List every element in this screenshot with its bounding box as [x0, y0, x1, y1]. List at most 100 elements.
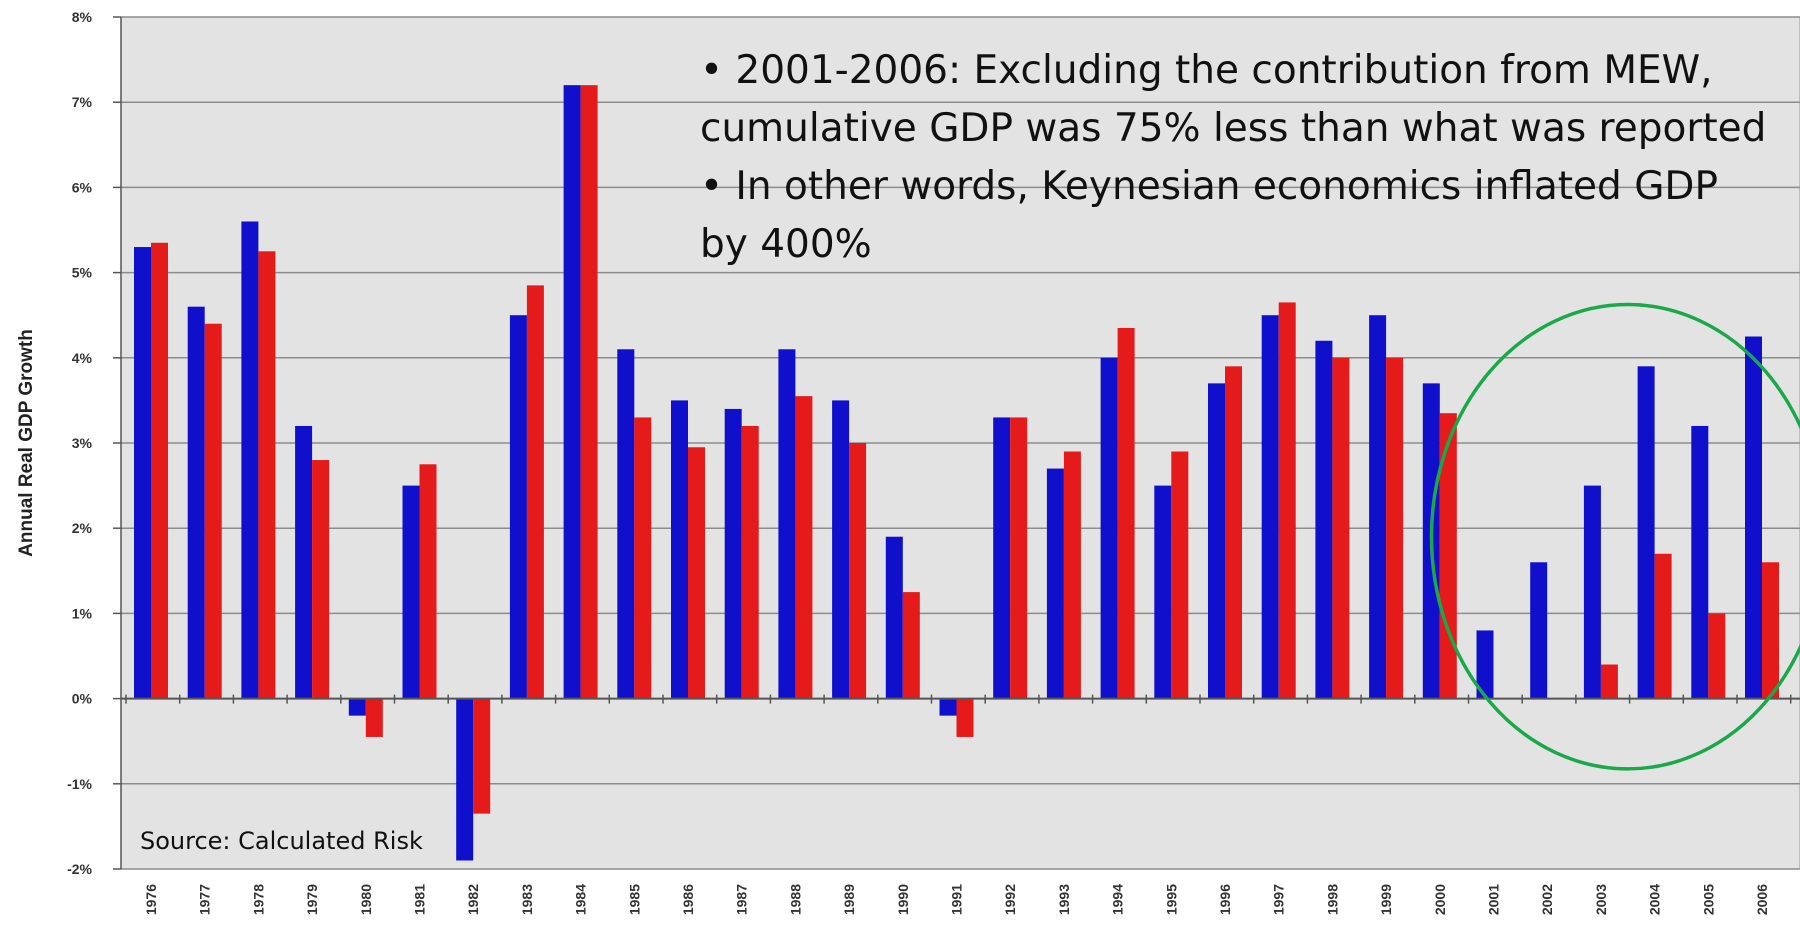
y-tick-label: 5% — [72, 265, 93, 281]
bar-1999-s2 — [1386, 357, 1404, 699]
bar-1980-s1 — [348, 698, 366, 716]
y-tick-label: 4% — [72, 350, 93, 366]
bar-1995-s1 — [1154, 485, 1172, 699]
y-tick-label: 0% — [72, 691, 93, 707]
bar-1993-s1 — [1046, 468, 1064, 699]
x-tick-label: 1987 — [734, 884, 750, 915]
bar-1982-s2 — [473, 698, 491, 814]
bar-2002-s1 — [1530, 562, 1548, 699]
x-tick-label: 2003 — [1593, 884, 1609, 915]
bar-1988-s1 — [778, 349, 796, 699]
bar-2005-s2 — [1708, 613, 1726, 699]
bar-1985-s1 — [617, 349, 635, 699]
bar-1991-s1 — [939, 698, 957, 716]
bar-1991-s2 — [956, 698, 974, 737]
bar-2006-s2 — [1762, 562, 1779, 699]
bar-1997-s1 — [1261, 315, 1279, 699]
y-tick-label: -1% — [67, 776, 92, 792]
bar-1988-s2 — [795, 396, 813, 699]
y-tick-label: 7% — [72, 94, 93, 110]
bar-1987-s1 — [724, 408, 742, 699]
annotation-line-2: cumulative GDP was 75% less than what wa… — [700, 106, 1767, 151]
bar-1997-s2 — [1278, 302, 1296, 699]
x-tick-label: 1979 — [304, 884, 320, 915]
y-tick-labels: -2% -1% 0% 1% 2% 3% 4% 5% 6% 7% 8% — [67, 9, 92, 877]
x-tick-labels: 1976 1977 1978 1979 1980 1981 1982 1983 1984 1985… — [143, 884, 1770, 915]
bar-1984-s2 — [580, 85, 598, 699]
x-tick-label: 2006 — [1754, 884, 1770, 915]
bar-1990-s1 — [885, 536, 903, 699]
x-tick-label: 1994 — [1110, 884, 1126, 915]
bar-1984-s1 — [563, 85, 581, 699]
x-tick-label: 1992 — [1002, 884, 1018, 915]
bar-1998-s2 — [1332, 357, 1350, 699]
bar-2004-s2 — [1654, 553, 1672, 699]
bars — [134, 85, 1779, 861]
annotation-line-4: by 400% — [700, 222, 872, 267]
bar-2003-s2 — [1600, 664, 1618, 699]
bar-1994-s2 — [1117, 327, 1135, 699]
bar-1996-s2 — [1225, 366, 1242, 699]
source-note: Source: Calculated Risk — [140, 827, 423, 855]
x-tick-label: 1995 — [1163, 884, 1179, 915]
y-tick-label: 3% — [72, 435, 93, 451]
x-tick-label: 1984 — [573, 884, 589, 915]
bar-1987-s2 — [741, 425, 759, 699]
y-tick-label: 6% — [72, 179, 93, 195]
x-tick-label: 1977 — [197, 884, 213, 915]
bar-1983-s1 — [509, 315, 527, 699]
bar-1979-s2 — [312, 460, 330, 699]
bar-2001-s1 — [1476, 630, 1494, 699]
bar-1995-s2 — [1171, 451, 1189, 699]
bar-1996-s1 — [1208, 383, 1225, 699]
x-tick-label: 1978 — [250, 884, 266, 915]
x-tick-label: 1999 — [1378, 884, 1394, 915]
bar-1980-s2 — [365, 698, 383, 737]
x-tick-label: 1997 — [1271, 884, 1287, 915]
x-tick-label: 1983 — [519, 884, 535, 915]
bar-2000-s2 — [1439, 413, 1457, 699]
bar-1981-s2 — [419, 464, 437, 699]
bar-1989-s1 — [832, 400, 850, 699]
x-tick-label: 1988 — [787, 884, 803, 915]
x-tick-label: 1993 — [1056, 884, 1072, 915]
y-tick-label: -2% — [67, 861, 92, 877]
x-tick-label: 1991 — [949, 884, 965, 915]
x-tick-label: 2002 — [1539, 884, 1555, 915]
x-tick-label: 1980 — [358, 884, 374, 915]
gridlines — [121, 16, 1800, 870]
x-tick-label: 2005 — [1700, 884, 1716, 915]
bar-1976-s1 — [134, 247, 151, 699]
x-tick-label: 2000 — [1432, 884, 1448, 915]
bar-1986-s1 — [671, 400, 688, 699]
bar-2004-s1 — [1637, 366, 1655, 699]
x-tick-label: 1989 — [841, 884, 857, 915]
bar-2003-s1 — [1583, 485, 1601, 699]
annotation-line-1: • 2001-2006: Excluding the contribution … — [700, 48, 1713, 93]
bar-1978-s2 — [258, 251, 276, 699]
x-tick-label: 1985 — [626, 884, 642, 915]
bar-1977-s2 — [204, 323, 222, 699]
x-tick-label: 1981 — [412, 884, 428, 915]
bar-1998-s1 — [1315, 340, 1333, 699]
axes — [113, 16, 1800, 870]
y-tick-label: 8% — [72, 9, 93, 25]
bar-1976-s2 — [151, 242, 168, 699]
annotation-line-3: • In other words, Keynesian economics in… — [700, 164, 1718, 209]
bar-1989-s2 — [849, 443, 867, 699]
bar-1992-s1 — [993, 417, 1011, 699]
bar-1981-s1 — [402, 485, 420, 699]
bar-1999-s1 — [1369, 315, 1387, 699]
bar-1992-s2 — [1010, 417, 1028, 699]
x-tick-label: 1982 — [465, 884, 481, 915]
bar-1977-s1 — [187, 306, 205, 699]
x-tick-label: 1990 — [895, 884, 911, 915]
y-tick-label: 2% — [72, 520, 93, 536]
x-tick-label: 1976 — [143, 884, 159, 915]
bar-1982-s1 — [456, 698, 474, 861]
bar-2006-s1 — [1745, 336, 1762, 699]
bar-1979-s1 — [295, 425, 313, 699]
bar-1985-s2 — [634, 417, 652, 699]
bar-1990-s2 — [902, 592, 920, 699]
